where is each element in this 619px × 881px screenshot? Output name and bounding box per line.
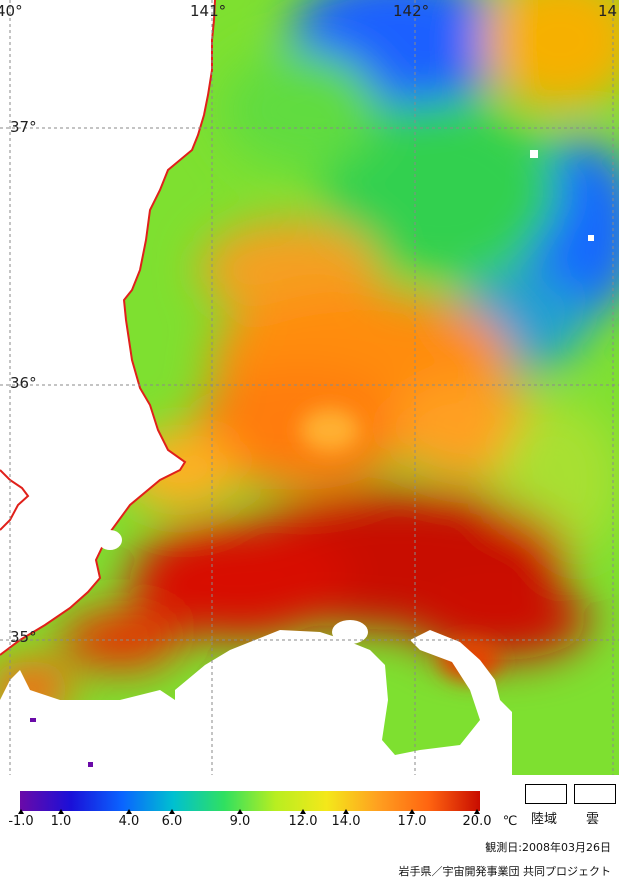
cloud-patches [0, 150, 594, 775]
colorbar-unit: ℃ [502, 814, 518, 829]
colorbar-tick-mark [126, 809, 132, 814]
colorbar-tick-mark [18, 809, 24, 814]
colorbar-tick-mark [409, 809, 415, 814]
longitude-label-140: 40° [0, 2, 23, 20]
graticule [0, 0, 619, 775]
sea-surface-temperature-map [0, 0, 619, 775]
temperature-colorbar [20, 791, 480, 811]
latitude-label-37: 37° [10, 118, 37, 136]
credit-line: 岩手県／宇宙開発事業団 共同プロジェクト [398, 865, 612, 878]
colorbar-tick-mark [169, 809, 175, 814]
colorbar-tick-label: 9.0 [229, 814, 251, 829]
land-legend-swatch [525, 784, 567, 804]
colorbar-tick-mark [58, 809, 64, 814]
longitude-label-142: 142° [393, 2, 430, 20]
colorbar-tick-label: 4.0 [118, 814, 140, 829]
colorbar-tick-mark [300, 809, 306, 814]
coastline-bay [0, 469, 30, 531]
colorbar-tick-label: 1.0 [50, 814, 72, 829]
colorbar-tick-mark [474, 809, 480, 814]
land-legend-label: 陸域 [531, 812, 558, 827]
colorbar-tick-label: -1.0 [8, 814, 34, 829]
longitude-label-141: 141° [190, 2, 227, 20]
colorbar-tick-label: 12.0 [288, 814, 318, 829]
colorbar-tick-label: 6.0 [161, 814, 183, 829]
latitude-label-36: 36° [10, 374, 37, 392]
cloud-legend-swatch [574, 784, 616, 804]
observation-date: 観測日:2008年03月26日 [485, 841, 611, 854]
colorbar-tick-mark [343, 809, 349, 814]
colorbar-tick-mark [237, 809, 243, 814]
colorbar-tick-label: 14.0 [331, 814, 361, 829]
colorbar-tick-label: 20.0 [462, 814, 492, 829]
cloud-legend-label: 雲 [586, 812, 600, 827]
latitude-label-35: 35° [10, 628, 37, 646]
longitude-label-143: 14 [598, 2, 618, 20]
colorbar-tick-label: 17.0 [397, 814, 427, 829]
coastline [0, 0, 216, 656]
